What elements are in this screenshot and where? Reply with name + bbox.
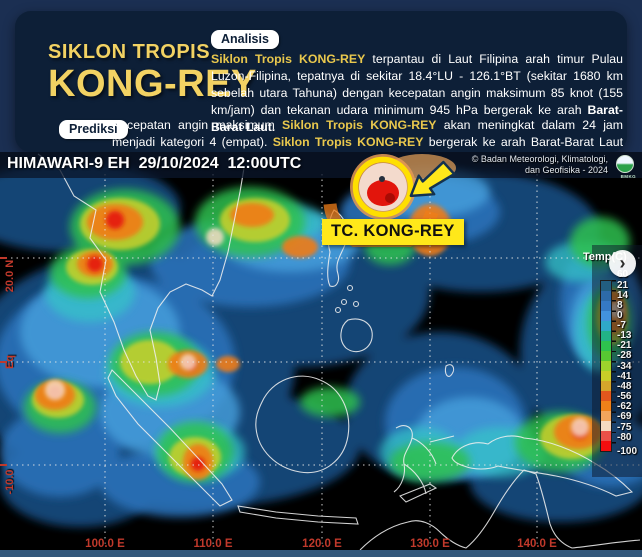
analysis-bold-tail: Barat-Barat Laut. [211,103,623,134]
colorbar-tick-label: 21 [617,280,629,291]
colorbar-tick-label: -7 [617,320,626,331]
latitude-tickmark [0,257,7,259]
longitude-label: 140.0 E [517,538,557,550]
longitude-label: 110.0 E [193,538,233,550]
bmkg-logo-text: BMKG [620,174,636,179]
temperature-colorbar [600,280,612,452]
cyclone-title-line1: SIKLON TROPIS [48,41,211,63]
latitude-tickmark [0,361,7,363]
colorbar-tick-label: 14 [617,290,629,301]
prediction-badge: Prediksi [59,120,128,139]
colorbar-tick-label: -56 [617,391,632,402]
colorbar-tick-label: -13 [617,330,632,341]
analysis-text: Siklon Tropis KONG-REY terpantau di Laut… [211,51,623,136]
colorbar-tick-label: -80 [617,432,632,443]
bmkg-logo-icon [616,155,634,173]
latitude-label: -10.0 [4,469,16,495]
latitude-label: 20.0 N [4,259,16,293]
prediction-highlight-1: Siklon Tropis KONG-REY [282,118,437,132]
longitude-label: 100.0 E [85,538,125,550]
colorbar-tick-label: 0 [617,310,623,321]
colorbar-tick-label: -69 [617,411,632,422]
cyclone-title: SIKLON TROPIS KONG-REY [48,42,257,103]
colorbar-tick-label: -62 [617,401,632,412]
analysis-highlight: Siklon Tropis KONG-REY [211,52,366,66]
summary-card: SIKLON TROPIS KONG-REY Analisis Siklon T… [15,11,627,166]
latitude-tickmark [0,464,7,466]
analysis-badge: Analisis [211,30,279,49]
cyclone-name-label: TC. KONG-REY [322,219,464,245]
colorbar-tickmarks [612,280,616,452]
colorbar-tick-label: -75 [617,422,632,433]
colorbar-tick-label: -21 [617,340,632,351]
colorbar-tick-label: -100 [617,446,638,457]
copyright-text: © Badan Meteorologi, Klimatologi, dan Ge… [471,154,608,175]
longitude-label: 120.0 E [302,538,342,550]
satellite-imagery [0,152,642,550]
cyclone-title-line2: KONG-REY [48,63,257,105]
map-header-band [0,152,642,178]
prediction-highlight-2: Siklon Tropis KONG-REY [272,135,424,149]
colorbar-tick-label: -28 [617,350,632,361]
analysis-body: terpantau di Laut Filipina arah timur Pu… [211,52,623,117]
colorbar-tick-label: 8 [617,300,623,311]
coastlines [37,153,641,550]
bottom-border-strip [0,550,642,557]
satellite-header-title: HIMAWARI-9 EH 29/10/2024 12:00UTC [7,155,302,172]
chevron-right-icon: › [619,252,626,273]
colorbar-tick-label: -41 [617,371,632,382]
carousel-next-button[interactable]: › [609,250,636,277]
longitude-label: 130.0 E [410,538,450,550]
satellite-map: HIMAWARI-9 EH 29/10/2024 12:00UTC © Bada… [0,152,642,550]
colorbar-tick-label: -34 [617,361,632,372]
colorbar-tick-label: -48 [617,381,632,392]
